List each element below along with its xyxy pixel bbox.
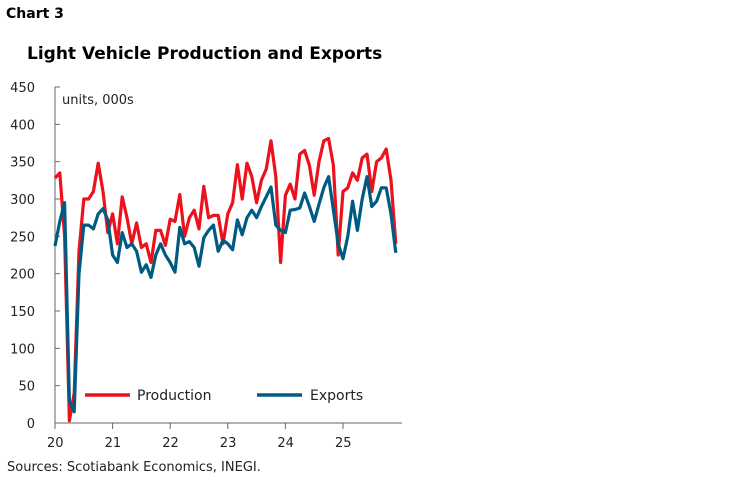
x-tick-label: 20: [47, 436, 64, 451]
source-note: Sources: Scotiabank Economics, INEGI.: [7, 460, 261, 475]
legend-label-exports: Exports: [310, 388, 363, 404]
y-axis-label: units, 000s: [62, 93, 134, 108]
x-tick-label: 23: [220, 436, 237, 451]
y-tick-label: 350: [10, 156, 35, 171]
x-tick-label: 25: [335, 436, 352, 451]
y-tick-label: 150: [10, 305, 35, 320]
x-tick-label: 24: [277, 436, 294, 451]
y-tick-label: 100: [10, 342, 35, 357]
y-tick-label: 400: [10, 118, 35, 133]
x-tick-label: 22: [162, 436, 179, 451]
chart-title: Light Vehicle Production and Exports: [27, 44, 383, 64]
y-tick-label: 200: [10, 268, 35, 283]
y-tick-label: 250: [10, 230, 35, 245]
x-tick-label: 21: [105, 436, 122, 451]
y-tick-label: 0: [27, 417, 35, 432]
y-tick-label: 300: [10, 193, 35, 208]
legend-label-production: Production: [137, 388, 211, 404]
y-tick-label: 450: [10, 81, 35, 96]
series-line-production: [53, 136, 398, 423]
chart-number-label: Chart 3: [6, 6, 64, 22]
y-tick-label: 50: [18, 380, 35, 395]
series-line-exports: [53, 175, 398, 414]
